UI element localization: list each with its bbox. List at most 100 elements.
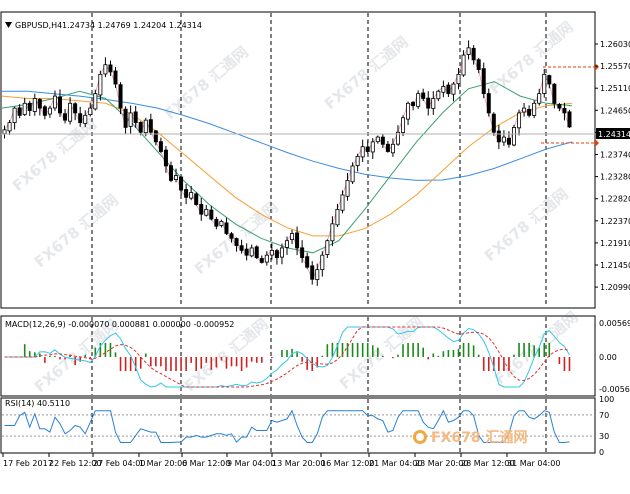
x-tick-label: 6 Mar 12:00 — [182, 459, 230, 468]
candle-body — [365, 146, 370, 152]
candle-body — [32, 98, 37, 112]
candle-body — [148, 119, 153, 133]
candle-body — [325, 240, 330, 255]
candle-body — [163, 149, 168, 167]
candle-body — [426, 97, 431, 109]
candle-body — [58, 96, 63, 114]
candle-body — [83, 114, 88, 124]
x-tick-label: 1 Mar 20:00 — [139, 459, 187, 468]
x-tick-label: 17 Feb 2017 — [3, 459, 53, 468]
candle-body — [476, 59, 481, 70]
current-price-label: 1.24314 — [598, 130, 630, 139]
candle-body — [153, 130, 158, 143]
candle-body — [118, 84, 123, 109]
candle-body — [335, 208, 340, 226]
candle-body — [486, 93, 491, 114]
candle-body — [511, 127, 516, 146]
macd-main-line — [4, 326, 570, 388]
candle-body — [42, 106, 47, 116]
chart-symbol-label: GBPUSD,H4 — [15, 21, 62, 30]
candle-body — [416, 93, 421, 107]
candle-body — [542, 73, 547, 94]
candle-body — [446, 84, 451, 95]
candle-body — [350, 165, 355, 183]
candle-body — [73, 103, 78, 114]
candle-body — [189, 192, 194, 199]
x-tick-label: 22 Feb 12:00 — [49, 459, 101, 468]
candle-body — [547, 75, 552, 85]
candle-body — [562, 107, 567, 114]
candle-body — [300, 247, 305, 258]
rsi-y-tick-label: 70 — [599, 411, 609, 420]
candle-body — [431, 98, 436, 109]
candle-body — [68, 102, 73, 122]
candle-body — [496, 130, 501, 143]
candle-body — [395, 131, 400, 145]
candle-body — [295, 232, 300, 249]
chevron-down-icon[interactable] — [5, 22, 12, 28]
candle-body — [184, 189, 189, 198]
candle-body — [158, 141, 163, 152]
high-marker-arrow — [595, 63, 599, 71]
x-tick-label: 9 Mar 04:00 — [227, 459, 275, 468]
candle-body — [370, 141, 375, 153]
candle-body — [199, 204, 204, 215]
candle-body — [411, 101, 416, 107]
candle-body — [209, 209, 214, 220]
candle-body — [254, 246, 259, 258]
candle-body — [194, 193, 199, 205]
candle-body — [360, 146, 365, 158]
x-tick-label: 27 Feb 04:00 — [93, 459, 145, 468]
candle-body — [224, 222, 229, 234]
candle-body — [113, 70, 118, 85]
macd-y-tick-label: 0.00 — [599, 353, 617, 362]
rsi-indicator — [2, 409, 594, 443]
candle-body — [7, 122, 12, 132]
macd-signal-line — [4, 326, 570, 388]
candle-body — [52, 95, 57, 109]
candle-body — [108, 64, 113, 73]
y-tick-label: 1.22820 — [600, 195, 630, 204]
rsi-label: RSI(14) 40.5110 — [5, 399, 70, 408]
candle-body — [143, 119, 148, 134]
price-panel-frame — [0, 11, 596, 309]
candles — [2, 40, 572, 286]
candle-body — [406, 102, 411, 120]
candle-body — [284, 240, 289, 248]
candle-body — [244, 248, 249, 256]
y-tick-label: 1.24650 — [600, 106, 630, 115]
y-tick-label: 1.26030 — [600, 40, 630, 49]
candle-body — [320, 254, 325, 271]
candle-body — [501, 136, 506, 143]
rsi-y-axis: 100 70 30 0 — [599, 395, 614, 457]
candle-body — [174, 175, 179, 180]
candle-body — [17, 107, 22, 116]
candle-body — [491, 113, 496, 133]
candle-body — [436, 90, 441, 100]
y-tick-label: 1.25570 — [600, 62, 630, 71]
chart-ohlc-label: 1.24734 1.24769 1.24204 1.24314 — [62, 21, 202, 30]
candle-body — [93, 93, 98, 110]
low-marker-arrow — [595, 139, 599, 147]
x-tick-label: 28 Mar 12:00 — [461, 459, 514, 468]
y-tick-label: 1.21910 — [600, 239, 630, 248]
candle-body — [279, 247, 284, 258]
candle-body — [168, 165, 173, 181]
candle-body — [380, 136, 385, 145]
rsi-line — [4, 409, 570, 443]
x-tick-label: 16 Mar 12:00 — [321, 459, 374, 468]
candle-body — [138, 122, 143, 133]
candle-body — [103, 64, 108, 75]
candle-body — [481, 68, 486, 95]
candle-body — [274, 250, 279, 258]
candle-body — [345, 180, 350, 197]
candle-body — [264, 254, 269, 263]
candle-body — [385, 143, 390, 152]
y-tick-label: 1.23280 — [600, 173, 630, 182]
x-tick-label: 31 Mar 04:00 — [507, 459, 560, 468]
candle-body — [537, 93, 542, 104]
candle-body — [214, 219, 219, 227]
x-tick-label: 13 Mar 20:00 — [272, 459, 325, 468]
